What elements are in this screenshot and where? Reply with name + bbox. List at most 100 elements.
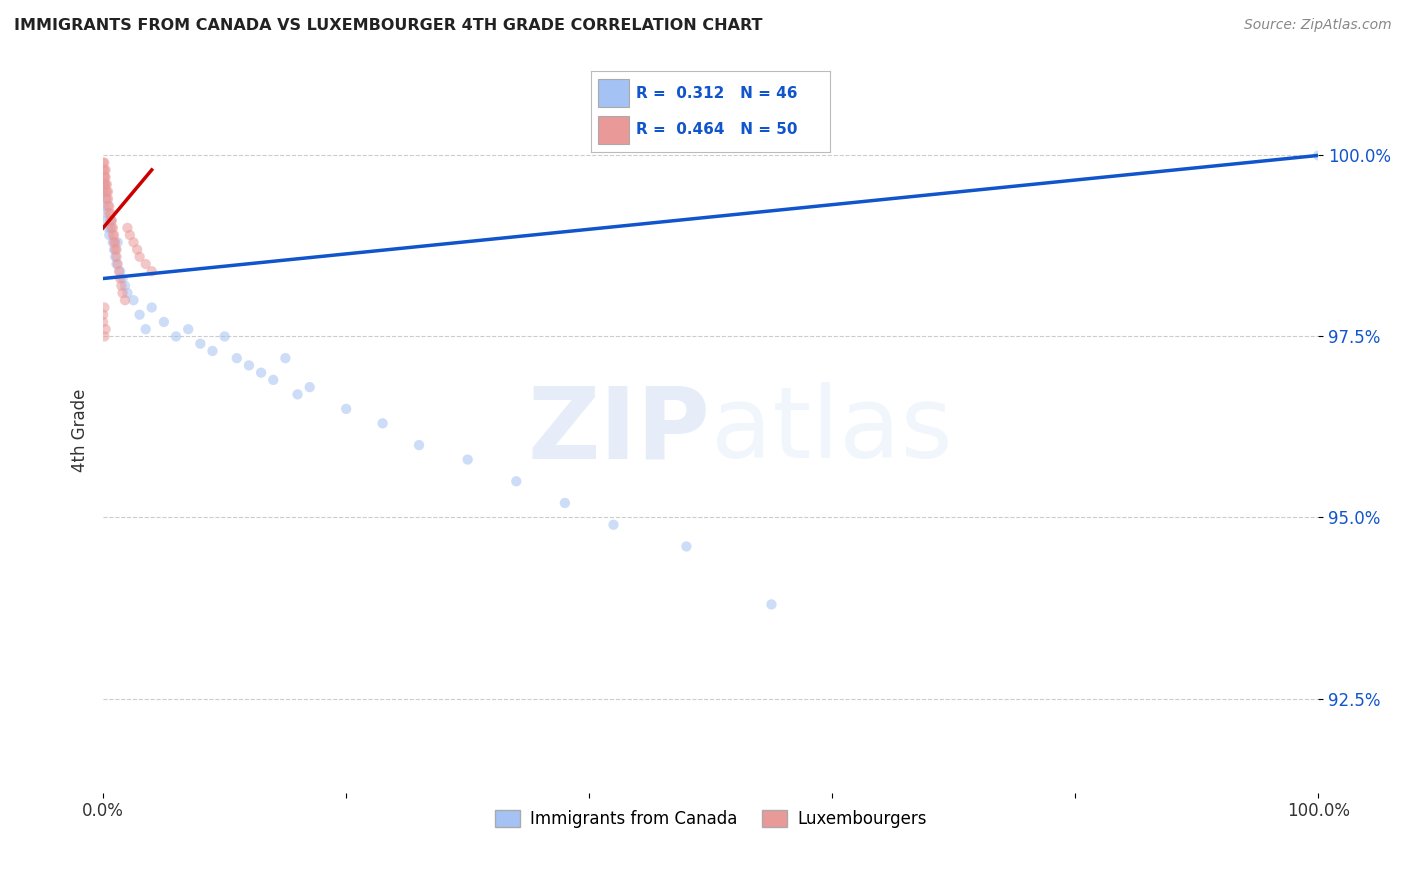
Point — [114, 278, 136, 293]
Point — [201, 343, 224, 358]
Point — [371, 417, 394, 431]
Text: R =  0.464   N = 50: R = 0.464 N = 50 — [636, 122, 797, 137]
Point — [96, 213, 118, 227]
Point — [104, 243, 127, 257]
Legend: Immigrants from Canada, Luxembourgers: Immigrants from Canada, Luxembourgers — [488, 804, 934, 835]
Point — [91, 162, 114, 177]
Point — [114, 293, 136, 308]
Point — [98, 199, 121, 213]
Point — [505, 475, 527, 489]
Point — [105, 257, 128, 271]
Point — [128, 250, 150, 264]
Point — [135, 257, 157, 271]
Point — [93, 162, 115, 177]
Point — [93, 170, 115, 185]
Point — [100, 220, 122, 235]
Point — [94, 322, 117, 336]
Point — [94, 192, 117, 206]
Point — [274, 351, 297, 366]
Point — [122, 293, 145, 308]
Point — [93, 178, 115, 192]
Point — [135, 322, 157, 336]
Point — [91, 185, 114, 199]
Point — [98, 228, 121, 243]
Point — [96, 185, 118, 199]
Point — [188, 336, 211, 351]
Text: atlas: atlas — [710, 382, 952, 479]
Point — [91, 155, 114, 169]
Point — [111, 285, 134, 300]
Point — [141, 301, 163, 315]
Point — [101, 235, 124, 250]
Point — [94, 178, 117, 192]
Point — [100, 213, 122, 227]
Point — [153, 315, 176, 329]
Point — [94, 162, 117, 177]
Point — [101, 220, 124, 235]
Point — [100, 220, 122, 235]
Point — [108, 271, 131, 285]
Text: R =  0.312   N = 46: R = 0.312 N = 46 — [636, 86, 797, 101]
Point — [103, 243, 125, 257]
Point — [97, 220, 120, 235]
Point — [602, 517, 624, 532]
Point — [111, 271, 134, 285]
Point — [94, 185, 117, 199]
Point — [1308, 148, 1330, 162]
Point — [107, 257, 129, 271]
Point — [761, 598, 783, 612]
Point — [96, 178, 118, 192]
Point — [94, 170, 117, 185]
Point — [103, 235, 125, 250]
Text: IMMIGRANTS FROM CANADA VS LUXEMBOURGER 4TH GRADE CORRELATION CHART: IMMIGRANTS FROM CANADA VS LUXEMBOURGER 4… — [14, 18, 762, 33]
Point — [238, 359, 260, 373]
Point — [108, 264, 131, 278]
Point — [93, 170, 115, 185]
Point — [110, 278, 132, 293]
Point — [287, 387, 309, 401]
Point — [408, 438, 430, 452]
Point — [104, 235, 127, 250]
Point — [97, 199, 120, 213]
Text: Source: ZipAtlas.com: Source: ZipAtlas.com — [1244, 18, 1392, 32]
Point — [96, 192, 118, 206]
Point — [105, 250, 128, 264]
Point — [94, 206, 117, 220]
Point — [100, 206, 122, 220]
Point — [225, 351, 247, 366]
Point — [554, 496, 576, 510]
Point — [93, 178, 115, 192]
Point — [100, 213, 122, 227]
Point — [91, 178, 114, 192]
Point — [98, 206, 121, 220]
Point — [122, 235, 145, 250]
Point — [117, 285, 139, 300]
Point — [105, 243, 128, 257]
Point — [298, 380, 321, 394]
Point — [103, 228, 125, 243]
Point — [108, 264, 131, 278]
Point — [93, 199, 115, 213]
Point — [104, 250, 127, 264]
Point — [675, 540, 697, 554]
Y-axis label: 4th Grade: 4th Grade — [72, 389, 89, 472]
Point — [100, 213, 122, 227]
Point — [262, 373, 284, 387]
Point — [101, 228, 124, 243]
Point — [165, 329, 187, 343]
Point — [250, 366, 273, 380]
Point — [107, 235, 129, 250]
Text: ZIP: ZIP — [527, 382, 710, 479]
Point — [117, 220, 139, 235]
Point — [457, 452, 479, 467]
Point — [93, 329, 115, 343]
Point — [97, 192, 120, 206]
FancyBboxPatch shape — [598, 79, 628, 107]
Point — [128, 308, 150, 322]
Point — [335, 401, 357, 416]
FancyBboxPatch shape — [598, 116, 628, 144]
Point — [97, 185, 120, 199]
Point — [141, 264, 163, 278]
Point — [177, 322, 200, 336]
Point — [214, 329, 236, 343]
